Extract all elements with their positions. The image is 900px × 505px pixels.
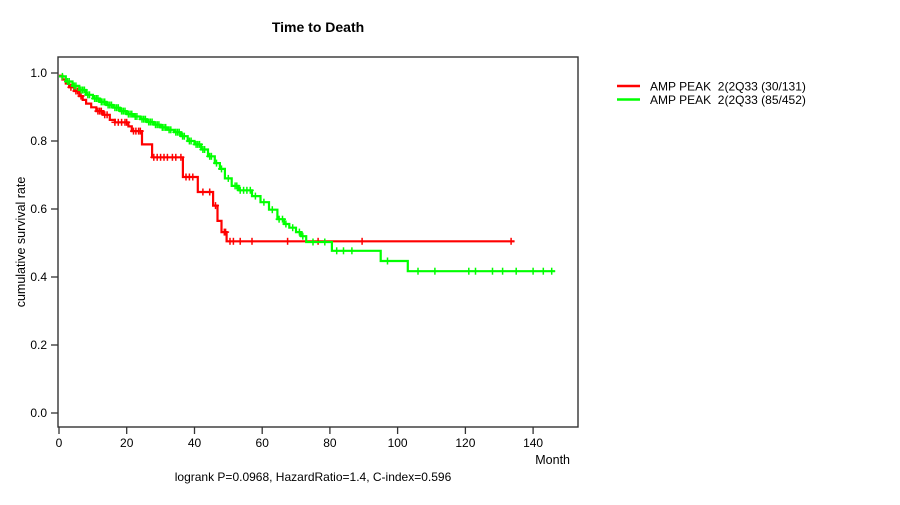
x-tick-label: 20	[120, 436, 134, 450]
legend: AMP PEAK 2(2Q33 (30/131) AMP PEAK 2(2Q33…	[617, 80, 806, 107]
x-tick-label: 100	[388, 436, 408, 450]
y-tick-label: 0.0	[30, 406, 47, 420]
x-tick-label: 80	[323, 436, 337, 450]
x-tick-label: 40	[188, 436, 202, 450]
y-tick-label: 0.2	[30, 338, 47, 352]
y-tick-label: 0.8	[30, 134, 47, 148]
x-tick-label: 0	[56, 436, 63, 450]
x-axis-label: Month	[535, 453, 570, 467]
y-tick-label: 0.6	[30, 202, 47, 216]
x-tick-label: 140	[523, 436, 543, 450]
survival-curve	[59, 74, 515, 243]
plot-area-border	[57, 56, 579, 428]
legend-label-green: AMP PEAK 2(2Q33 (85/452)	[650, 93, 806, 107]
series-green	[58, 72, 556, 275]
chart-title: Time to Death	[272, 19, 364, 35]
x-tick-label: 120	[455, 436, 475, 450]
y-tick-label: 0.4	[30, 270, 47, 284]
axes: 0 20 40 60 80 100 120 140 1.0 0.8 0.6 0.4 0.2 0.0	[30, 66, 543, 450]
series-red	[59, 74, 515, 245]
stats-annotation: logrank P=0.0968, HazardRatio=1.4, C-ind…	[175, 470, 452, 484]
survival-curves	[58, 72, 556, 275]
y-tick-label: 1.0	[30, 66, 47, 80]
legend-label-red: AMP PEAK 2(2Q33 (30/131)	[650, 80, 806, 94]
x-tick-label: 60	[256, 436, 270, 450]
y-axis-label: cumulative survival rate	[14, 177, 28, 308]
